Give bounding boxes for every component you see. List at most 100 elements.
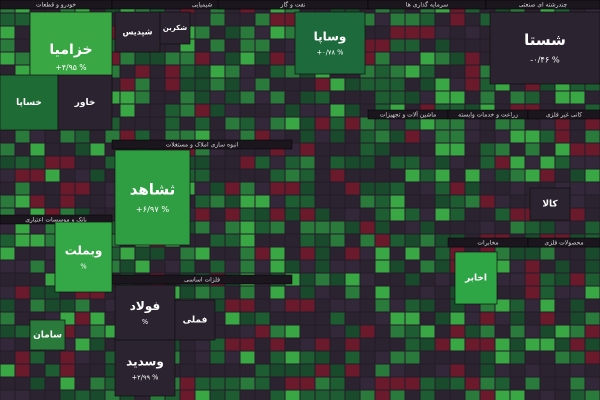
tile bbox=[114, 11, 161, 53]
small-tile bbox=[465, 169, 480, 182]
small-tile bbox=[570, 377, 585, 390]
small-tile bbox=[555, 364, 570, 377]
small-tile bbox=[300, 247, 315, 260]
small-tile bbox=[90, 325, 105, 338]
small-tile bbox=[345, 377, 360, 390]
small-tile bbox=[360, 260, 375, 273]
small-tile bbox=[315, 247, 330, 260]
small-tile bbox=[225, 390, 240, 400]
small-tile bbox=[510, 286, 525, 299]
small-tile bbox=[300, 351, 315, 364]
small-tile bbox=[510, 156, 525, 169]
tile bbox=[114, 339, 176, 397]
small-tile bbox=[375, 312, 390, 325]
small-tile bbox=[240, 364, 255, 377]
small-tile bbox=[495, 130, 510, 143]
small-tile bbox=[360, 234, 375, 247]
small-tile bbox=[495, 221, 510, 234]
small-tile bbox=[585, 247, 600, 260]
small-tile bbox=[435, 195, 450, 208]
small-tile bbox=[15, 234, 30, 247]
small-tile bbox=[390, 221, 405, 234]
small-tile bbox=[225, 195, 240, 208]
small-tile bbox=[360, 364, 375, 377]
small-tile bbox=[210, 52, 225, 65]
small-tile bbox=[390, 26, 405, 39]
small-tile bbox=[75, 338, 90, 351]
small-tile bbox=[360, 351, 375, 364]
small-tile bbox=[375, 390, 390, 400]
small-tile bbox=[405, 299, 420, 312]
small-tile bbox=[30, 182, 45, 195]
small-tile bbox=[330, 247, 345, 260]
small-tile bbox=[75, 169, 90, 182]
small-tile bbox=[525, 299, 540, 312]
small-tile bbox=[180, 52, 195, 65]
small-tile bbox=[165, 247, 180, 260]
small-tile bbox=[360, 130, 375, 143]
small-tile bbox=[540, 247, 555, 260]
small-tile bbox=[345, 299, 360, 312]
small-tile bbox=[15, 260, 30, 273]
small-tile bbox=[420, 260, 435, 273]
small-tile bbox=[285, 208, 300, 221]
small-tile bbox=[390, 286, 405, 299]
small-tile bbox=[195, 169, 210, 182]
small-tile bbox=[210, 377, 225, 390]
small-tile bbox=[405, 13, 420, 26]
small-tile bbox=[510, 364, 525, 377]
small-tile bbox=[420, 156, 435, 169]
small-tile bbox=[435, 52, 450, 65]
small-tile bbox=[165, 260, 180, 273]
small-tile bbox=[135, 52, 150, 65]
small-tile bbox=[570, 247, 585, 260]
small-tile bbox=[255, 247, 270, 260]
small-tile bbox=[45, 377, 60, 390]
small-tile bbox=[465, 390, 480, 400]
small-tile bbox=[585, 325, 600, 338]
small-tile bbox=[135, 247, 150, 260]
small-tile bbox=[270, 312, 285, 325]
small-tile bbox=[300, 234, 315, 247]
small-tile bbox=[270, 91, 285, 104]
small-tile bbox=[270, 325, 285, 338]
small-tile bbox=[225, 325, 240, 338]
small-tile bbox=[510, 338, 525, 351]
small-tile bbox=[555, 143, 570, 156]
small-tile bbox=[525, 312, 540, 325]
small-tile bbox=[330, 234, 345, 247]
sector-name: ماشین آلات و تجهیزات bbox=[380, 110, 437, 119]
small-tile bbox=[555, 273, 570, 286]
small-tile bbox=[270, 377, 285, 390]
small-tile bbox=[480, 312, 495, 325]
small-tile bbox=[285, 221, 300, 234]
small-tile bbox=[375, 26, 390, 39]
small-tile bbox=[210, 338, 225, 351]
small-tile bbox=[270, 364, 285, 377]
small-tile bbox=[135, 104, 150, 117]
small-tile bbox=[390, 117, 405, 130]
small-tile bbox=[285, 78, 300, 91]
small-tile bbox=[30, 221, 45, 234]
small-tile bbox=[300, 156, 315, 169]
sector-name: چندرشته ای صنعتی bbox=[519, 2, 568, 9]
small-tile bbox=[510, 299, 525, 312]
small-tile bbox=[195, 247, 210, 260]
small-tile bbox=[240, 65, 255, 78]
small-tile bbox=[495, 325, 510, 338]
small-tile bbox=[465, 143, 480, 156]
small-tile bbox=[525, 117, 540, 130]
small-tile bbox=[375, 195, 390, 208]
small-tile bbox=[450, 221, 465, 234]
small-tile bbox=[255, 390, 270, 400]
small-tile bbox=[90, 338, 105, 351]
small-tile bbox=[300, 169, 315, 182]
small-tile bbox=[15, 273, 30, 286]
small-tile bbox=[210, 286, 225, 299]
small-tile bbox=[225, 39, 240, 52]
small-tile bbox=[210, 351, 225, 364]
small-tile bbox=[225, 91, 240, 104]
small-tile bbox=[585, 260, 600, 273]
small-tile bbox=[195, 104, 210, 117]
small-tile bbox=[210, 91, 225, 104]
